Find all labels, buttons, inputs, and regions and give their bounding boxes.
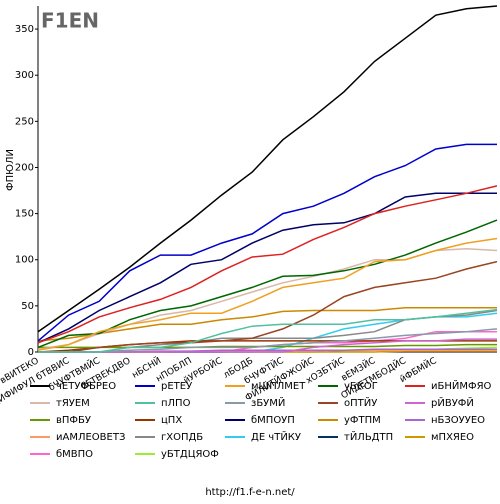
legend-label: иАМЛЕОВЕТЗ xyxy=(56,432,125,443)
y-tick-label: 0 xyxy=(28,347,34,358)
series-line xyxy=(37,185,498,344)
series-line xyxy=(38,338,497,353)
series-line xyxy=(37,306,497,342)
series-line xyxy=(37,192,497,344)
y-tick-label: 150 xyxy=(15,209,34,220)
footer: http://f1.f-e-n.net/ xyxy=(205,487,295,498)
series-line xyxy=(38,308,498,353)
legend-label: уФТПМ xyxy=(344,415,381,426)
legend-label: уБТДЦЯОФ xyxy=(161,449,219,460)
series-line xyxy=(37,219,498,349)
legend-label: бМПОУП xyxy=(251,415,295,426)
series-line xyxy=(38,260,498,353)
y-tick-label: 100 xyxy=(15,255,34,266)
series-line xyxy=(37,143,497,342)
legend-label: гХОПДБ xyxy=(161,432,203,443)
series-line xyxy=(37,5,498,333)
legend-label: иБНЙМФЯО xyxy=(431,379,492,392)
series-line xyxy=(37,237,498,351)
legend-label: чЕТУФБРЕО xyxy=(56,381,116,392)
y-tick-label: 200 xyxy=(15,162,34,173)
y-tick-label: 300 xyxy=(15,70,34,81)
y-tick-label: 50 xyxy=(21,301,34,312)
legend-label: пЛПО xyxy=(161,398,191,409)
legend-label: вПФБУ xyxy=(56,415,91,426)
y-tick-label: 350 xyxy=(15,24,34,35)
legend-label: цПХ xyxy=(161,415,182,426)
y-axis-label: ФПЮЛИ xyxy=(5,149,16,191)
legend-label: рЙВУФЙ xyxy=(431,396,474,409)
legend-label: мПХЯЕО xyxy=(431,432,474,443)
y-tick-label: 250 xyxy=(15,116,34,127)
legend-label: тЯУЕМ xyxy=(56,398,90,409)
legend-label: оПТЙУ xyxy=(344,396,377,409)
legend-label: рЕТЕУ xyxy=(161,381,192,392)
logo: F1EN xyxy=(41,9,99,33)
legend-label: уБКОГ xyxy=(344,381,378,392)
plot-area xyxy=(38,6,497,352)
legend-label: ДЕ чТЙКУ xyxy=(251,430,301,443)
legend-label: зБУМЙ xyxy=(251,396,285,409)
legend-label: мШПЛМЕТ xyxy=(251,381,306,392)
legend-label: тЙЛЬДТП xyxy=(344,430,393,443)
series-line xyxy=(38,328,498,353)
legend-label: бМВПО xyxy=(56,449,93,460)
legend-label: нБЗОУУЕО xyxy=(431,415,485,426)
